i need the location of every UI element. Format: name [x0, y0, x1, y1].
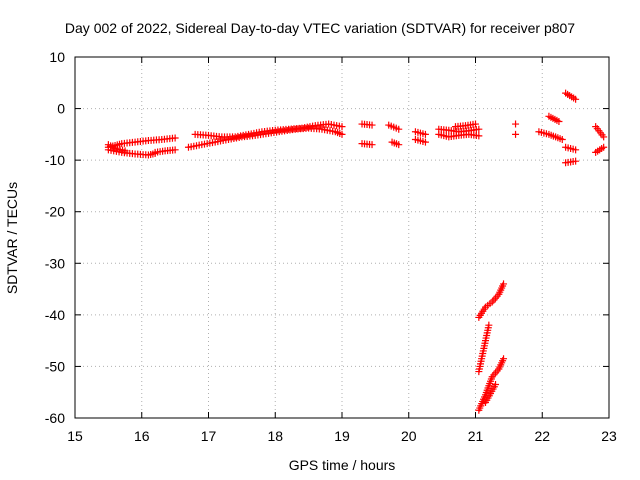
y-tick-label: 10 [49, 49, 65, 65]
data-point [492, 380, 500, 388]
data-point [558, 136, 566, 144]
x-tick-label: 18 [267, 428, 283, 444]
data-point [600, 133, 608, 141]
data-point [572, 157, 580, 165]
y-tick-label: -50 [45, 358, 65, 374]
data-point [171, 146, 179, 154]
chart-title: Day 002 of 2022, Sidereal Day-to-day VTE… [64, 20, 576, 36]
x-tick-label: 20 [401, 428, 417, 444]
data-point [171, 134, 179, 142]
data-point [421, 130, 429, 138]
data-point [472, 120, 479, 128]
data-point [475, 132, 483, 140]
x-tick-label: 21 [468, 428, 484, 444]
x-tick-label: 22 [534, 428, 550, 444]
data-point [395, 125, 403, 133]
x-tick-label: 17 [201, 428, 217, 444]
data-point [338, 123, 346, 131]
data-point [395, 141, 403, 149]
x-tick-label: 23 [601, 428, 617, 444]
data-point [600, 143, 608, 151]
data-point [121, 147, 129, 155]
x-tick-label: 19 [334, 428, 350, 444]
x-axis-label: GPS time / hours [288, 457, 396, 473]
data-point [512, 120, 520, 128]
data-point [500, 280, 508, 288]
y-tick-label: -30 [45, 255, 65, 271]
x-tick-label: 16 [134, 428, 150, 444]
y-tick-label: -20 [45, 204, 65, 220]
y-tick-label: -40 [45, 307, 65, 323]
y-tick-label: 0 [57, 101, 65, 117]
data-point [555, 117, 563, 125]
data-point [368, 141, 376, 149]
data-point [368, 121, 376, 129]
y-tick-label: -10 [45, 152, 65, 168]
data-point [485, 321, 493, 329]
data-point [475, 125, 483, 133]
y-axis-label: SDTVAR / TECUs [4, 181, 20, 295]
y-tick-label: -60 [45, 410, 65, 426]
data-point [421, 138, 429, 146]
plot-frame [74, 56, 610, 419]
data-point [572, 146, 580, 154]
data-point [512, 130, 520, 138]
data-point [338, 130, 346, 138]
data-point [500, 355, 508, 363]
x-tick-label: 15 [67, 428, 83, 444]
data-point [572, 95, 580, 103]
